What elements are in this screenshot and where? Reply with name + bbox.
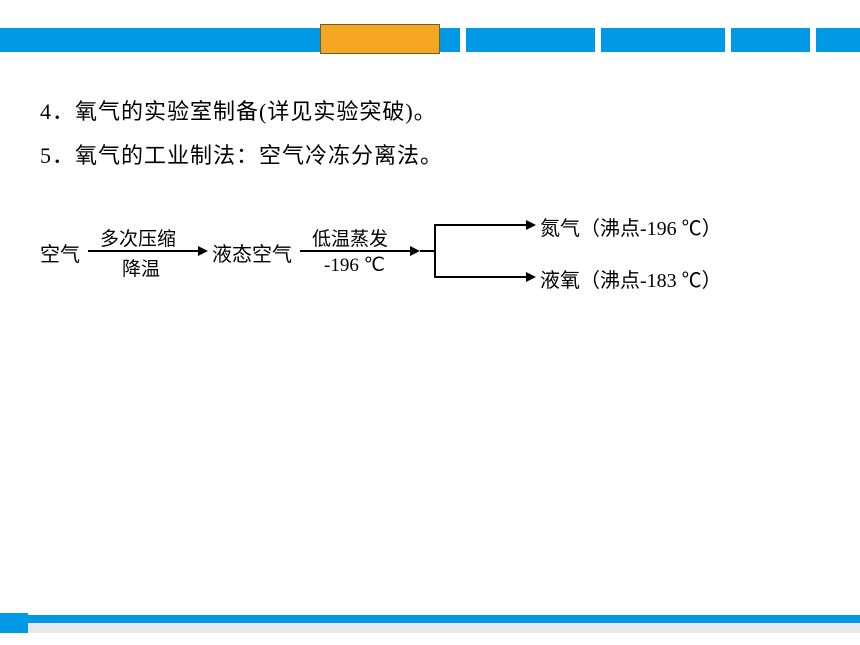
header-gap	[595, 28, 601, 52]
header-band	[0, 28, 860, 52]
diagram-arrow-2-head	[410, 246, 420, 256]
content-area: 4．氧气的实验室制备(详见实验突破)。 5．氧气的工业制法：空气冷冻分离法。	[40, 90, 820, 178]
diagram-arrow-2-bottom-label: -196 ℃	[324, 254, 385, 277]
diagram-branch-bottom-arrowhead	[526, 272, 536, 282]
text-line-2: 5．氧气的工业制法：空气冷冻分离法。	[40, 134, 820, 178]
diagram-branch-vertical	[434, 224, 436, 278]
diagram-arrow-1-bottom-label: 降温	[122, 254, 160, 281]
diagram-node-liquid-air: 液态空气	[212, 238, 292, 267]
footer-left-block	[0, 613, 28, 633]
footer-under	[0, 623, 860, 633]
footer-bar	[0, 613, 860, 623]
header-tab-highlight	[320, 24, 440, 54]
diagram-node-air: 空气	[40, 238, 80, 267]
diagram-output-liquid-oxygen: 液氧（沸点-183 ℃）	[540, 264, 722, 293]
diagram-output-nitrogen: 氮气（沸点-196 ℃）	[540, 212, 722, 241]
header-gap	[810, 28, 816, 52]
header-gap	[725, 28, 731, 52]
process-diagram: 空气 多次压缩 降温 液态空气 低温蒸发 -196 ℃ 氮气（沸点-196 ℃）…	[40, 200, 820, 300]
header-gap	[460, 28, 466, 52]
diagram-branch-top-arm	[434, 224, 530, 226]
header-main-bar	[28, 28, 860, 52]
diagram-arrow-2-top-label: 低温蒸发	[312, 224, 388, 251]
diagram-branch-top-arrowhead	[526, 220, 536, 230]
diagram-arrow-1-head	[198, 246, 208, 256]
header-left-block	[0, 28, 28, 52]
diagram-arrow-1-top-label: 多次压缩	[100, 224, 176, 251]
diagram-branch-stem	[420, 250, 434, 252]
text-line-1: 4．氧气的实验室制备(详见实验突破)。	[40, 90, 820, 134]
diagram-branch-bottom-arm	[434, 276, 530, 278]
